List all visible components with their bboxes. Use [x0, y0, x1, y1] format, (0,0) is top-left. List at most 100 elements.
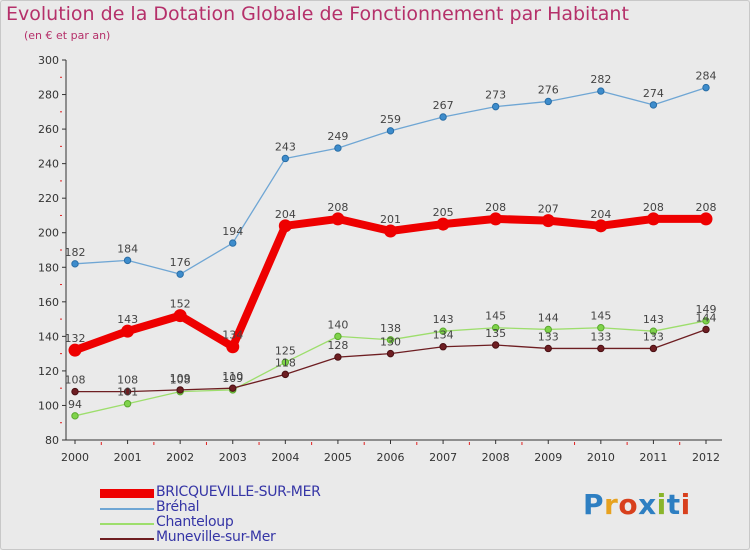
data-label: 205: [433, 206, 454, 219]
data-point: [491, 102, 500, 111]
data-point: [123, 256, 132, 265]
data-label: 134: [222, 329, 243, 342]
data-label: 133: [643, 330, 664, 343]
chart-title: Evolution de la Dotation Globale de Fonc…: [6, 3, 629, 25]
legend-label-chanteloup: Chanteloup: [156, 514, 234, 530]
y-tick-label: 160: [38, 296, 59, 309]
data-label: 101: [117, 386, 138, 399]
data-point: [646, 212, 660, 226]
data-label: 145: [485, 310, 506, 323]
data-point: [649, 327, 658, 335]
data-point: [439, 327, 447, 335]
data-label: 143: [643, 313, 664, 326]
data-point: [71, 412, 79, 420]
y-tick-label: 140: [38, 330, 59, 343]
data-label: 208: [643, 201, 664, 214]
logo-letter: t: [666, 488, 681, 521]
data-point: [489, 212, 503, 226]
data-label: 204: [275, 208, 296, 221]
data-point: [436, 217, 450, 231]
x-tick-label: 2010: [587, 451, 615, 464]
data-point: [71, 387, 79, 396]
data-point: [541, 214, 555, 228]
data-label: 282: [590, 73, 611, 86]
data-point: [544, 97, 552, 106]
x-tick-label: 2006: [377, 451, 405, 464]
data-label: 274: [643, 87, 664, 100]
data-label: 138: [380, 322, 401, 335]
data-point: [699, 212, 713, 226]
x-tick-label: 2001: [114, 451, 142, 464]
data-label: 208: [696, 201, 717, 214]
data-point: [491, 341, 500, 349]
y-tick-label: 280: [38, 89, 59, 102]
data-point: [278, 219, 292, 233]
data-label: 133: [538, 330, 559, 343]
line-chart: 80 100 120 140 160 180 200 220 240 260 280 300 2000 2…: [38, 54, 722, 464]
data-point: [439, 113, 447, 121]
data-point: [121, 324, 135, 338]
x-tick-label: 2012: [692, 451, 720, 464]
logo-letter: P: [583, 488, 605, 521]
legend-swatch-muneville: [100, 538, 154, 540]
data-label: 94: [68, 398, 82, 411]
data-label: 144: [538, 311, 559, 324]
data-point: [334, 332, 342, 341]
data-point: [544, 325, 552, 334]
data-label: 267: [433, 99, 454, 112]
data-label: 143: [433, 313, 454, 326]
x-tick-label: 2003: [219, 451, 247, 464]
data-point: [384, 224, 397, 238]
data-point: [176, 270, 184, 278]
y-tick-label: 260: [38, 123, 59, 136]
x-tick-label: 2008: [482, 451, 510, 464]
legend-swatch-bricqueville: [100, 489, 154, 498]
data-point: [229, 239, 237, 247]
data-point: [176, 386, 184, 394]
data-point: [702, 83, 710, 92]
data-point: [334, 353, 342, 361]
logo-letter: i: [656, 488, 667, 521]
data-point: [68, 343, 82, 357]
legend-label-muneville: Muneville-sur-Mer: [156, 529, 276, 545]
data-point: [597, 87, 605, 95]
data-point: [544, 344, 552, 353]
data-label: 125: [275, 344, 296, 357]
data-label: 118: [275, 356, 296, 369]
data-label: 133: [590, 330, 611, 343]
x-tick-label: 2000: [61, 451, 89, 464]
data-label: 207: [538, 203, 559, 216]
data-label: 109: [222, 372, 243, 385]
data-label: 108: [65, 374, 86, 387]
data-label: 182: [65, 246, 86, 259]
data-point: [229, 384, 237, 392]
logo-letter: r: [604, 488, 619, 521]
data-point: [123, 400, 132, 408]
data-point: [702, 325, 710, 334]
chart-subtitle: (en € et par an): [24, 29, 111, 42]
data-point: [226, 340, 240, 354]
x-tick-label: 2002: [166, 451, 194, 464]
data-point: [334, 144, 342, 152]
data-label: 184: [117, 242, 138, 255]
data-label: 273: [485, 89, 506, 102]
y-tick-label: 200: [38, 227, 59, 240]
data-label: 145: [590, 310, 611, 323]
y-tick-label: 220: [38, 192, 59, 205]
data-point: [281, 358, 290, 366]
y-tick-label: 300: [38, 54, 59, 67]
data-label: 259: [380, 113, 401, 126]
data-point: [649, 344, 658, 353]
x-tick-label: 2007: [429, 451, 457, 464]
data-label: 110: [222, 370, 243, 383]
data-point: [281, 370, 290, 379]
data-label: 132: [65, 332, 86, 345]
data-point: [594, 219, 608, 233]
data-point: [386, 336, 395, 344]
logo-letter: o: [618, 488, 639, 521]
data-point: [331, 212, 345, 226]
data-point: [491, 324, 500, 332]
y-tick-label: 240: [38, 158, 59, 171]
data-label: 135: [485, 327, 506, 340]
data-point: [597, 324, 605, 332]
